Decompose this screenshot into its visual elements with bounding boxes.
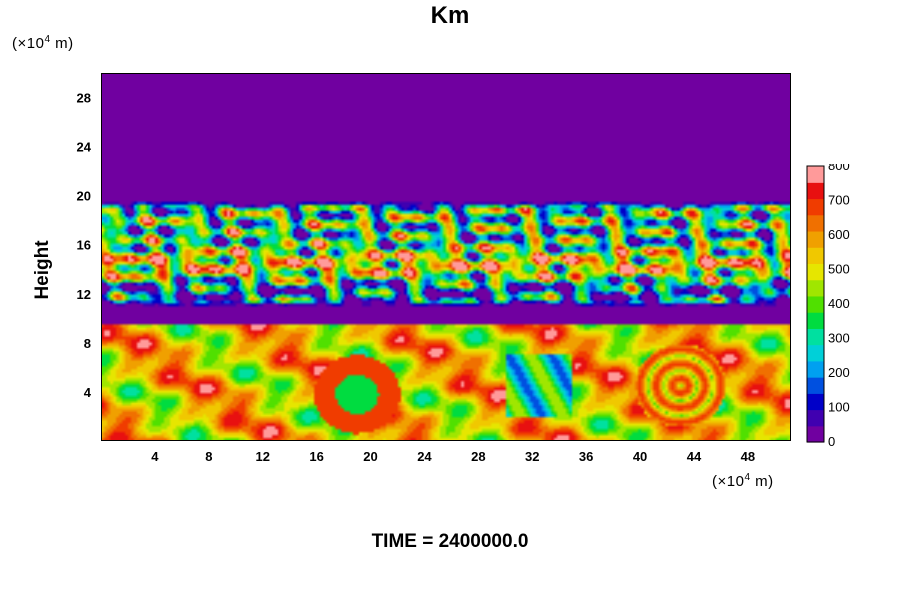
colorbar-tick-label: 0 [828, 434, 835, 449]
x-tick-label: 28 [471, 449, 485, 464]
colorbar-tick-label: 400 [828, 296, 850, 311]
colorbar-swatch [807, 166, 824, 183]
x-unit-exponent: 4 [744, 472, 751, 483]
x-tick-label: 44 [687, 449, 702, 464]
colorbar-swatch [807, 393, 824, 411]
colorbar-swatch [807, 377, 824, 394]
colorbar: 0 100 200 300 400 500 600 700 800 [806, 164, 850, 449]
colorbar-tick-label: 200 [828, 365, 850, 380]
chart-title: Km [430, 2, 470, 29]
y-tick-label: 16 [77, 238, 91, 253]
y-tick-label: 12 [77, 287, 91, 302]
y-axis-unit: (×104 m) [12, 34, 74, 52]
x-unit-suffix: m) [750, 473, 774, 490]
x-tick-label: 16 [309, 449, 323, 464]
colorbar-swatch [807, 360, 824, 378]
colorbar-swatch [807, 198, 824, 216]
colorbar-swatch [807, 328, 824, 346]
y-unit-prefix: (×10 [12, 35, 45, 52]
colorbar-tick-label: 100 [828, 400, 850, 415]
colorbar-swatch [807, 344, 824, 362]
heatmap-plot [101, 73, 791, 441]
time-annotation: TIME = 2400000.0 [371, 531, 529, 552]
colorbar-frame [806, 165, 825, 443]
heatmap-field [101, 73, 791, 441]
colorbar-tick-label: 500 [828, 262, 850, 277]
colorbar-swatch [807, 312, 824, 329]
colorbar-swatch [807, 295, 824, 313]
y-tick-label: 4 [84, 385, 92, 400]
x-tick-label: 32 [525, 449, 539, 464]
x-tick-label: 48 [741, 449, 755, 464]
colorbar-swatch [807, 279, 824, 297]
colorbar-swatch [807, 425, 824, 443]
y-tick-labels: 4 8 12 16 20 24 28 [77, 91, 92, 400]
plot-frame [101, 73, 791, 441]
colorbar-tick-label: 600 [828, 227, 850, 242]
y-tick-label: 24 [77, 140, 92, 155]
colorbar-swatch [807, 263, 824, 281]
x-tick-label: 8 [205, 449, 212, 464]
y-tick-label: 28 [77, 91, 91, 106]
y-unit-suffix: m) [50, 35, 74, 52]
colorbar-swatch [807, 214, 824, 232]
x-tick-label: 36 [579, 449, 593, 464]
y-axis-label: Height [32, 240, 53, 300]
x-unit-prefix: (×10 [712, 473, 745, 490]
x-tick-labels: 4 8 12 16 20 24 28 32 36 40 44 48 [151, 449, 755, 464]
x-tick-label: 12 [255, 449, 269, 464]
colorbar-swatch [807, 409, 824, 427]
colorbar-tick-label: 800 [828, 164, 850, 173]
x-tick-label: 20 [363, 449, 377, 464]
y-tick-label: 8 [84, 336, 91, 351]
x-tick-label: 4 [151, 449, 159, 464]
x-tick-label: 24 [417, 449, 432, 464]
colorbar-swatch [807, 247, 824, 265]
colorbar-swatch [807, 182, 824, 200]
colorbar-tick-label: 700 [828, 193, 850, 208]
colorbar-tick-label: 300 [828, 331, 850, 346]
x-tick-label: 40 [633, 449, 647, 464]
colorbar-swatch [807, 230, 824, 248]
x-axis-unit: (×104 m) [712, 472, 774, 490]
y-unit-exponent: 4 [44, 34, 51, 45]
y-tick-label: 20 [77, 189, 91, 204]
